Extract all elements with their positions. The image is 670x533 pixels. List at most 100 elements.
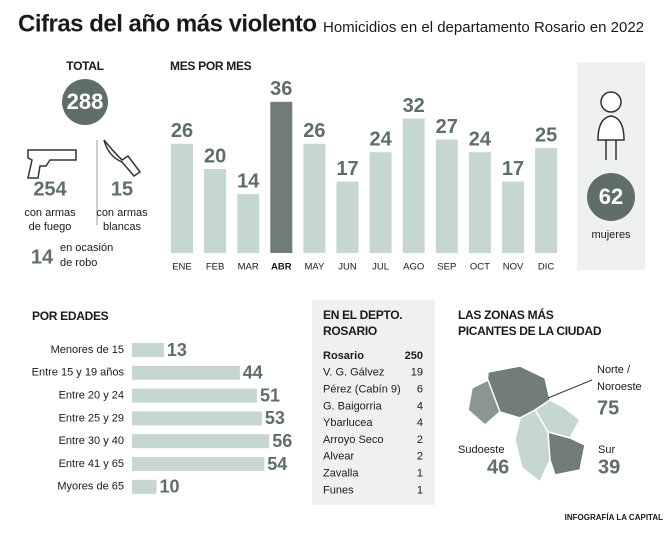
x-tick-label: OCT — [470, 262, 490, 273]
total-value: 288 — [67, 89, 104, 114]
x-tick-label: DIC — [538, 262, 555, 273]
x-tick-label: AGO — [403, 262, 424, 273]
zone-name: Sur — [598, 444, 615, 456]
zones-title: LAS ZONAS MÁS — [458, 307, 554, 322]
value-label: 32 — [403, 95, 425, 117]
table-cell: 2 — [417, 434, 423, 446]
zone-value: 75 — [597, 397, 619, 419]
robbery-value: 14 — [31, 246, 54, 268]
bar — [468, 152, 491, 253]
zone-name: Norte / — [597, 364, 631, 376]
value-label: 20 — [204, 145, 226, 167]
value-label: 36 — [270, 78, 292, 100]
table-cell: Pérez (Cabín 9) — [323, 384, 401, 396]
bar — [435, 139, 458, 253]
x-tick-label: JUN — [338, 262, 357, 273]
y-tick-label: Entre 41 y 65 — [59, 458, 124, 470]
zone-value: 46 — [487, 456, 509, 478]
woman-icon — [597, 91, 625, 160]
x-tick-label: ABR — [271, 262, 292, 273]
value-label: 27 — [436, 116, 458, 138]
table-cell: Funes — [323, 484, 354, 496]
y-tick-label: Entre 30 y 40 — [59, 435, 124, 447]
bar — [270, 101, 293, 253]
weapon-value: 254 — [33, 178, 67, 200]
subtitle: Homicidios en el departamento Rosario en… — [323, 19, 644, 36]
weapon-label: con armas — [24, 207, 76, 219]
bar — [336, 181, 359, 253]
value-label: 26 — [303, 120, 325, 142]
knife-icon — [103, 139, 142, 177]
x-tick-label: MAY — [304, 262, 325, 273]
table-cell: Rosario — [323, 350, 364, 362]
y-tick-label: Menores de 15 — [51, 344, 124, 356]
robbery-label: de robo — [60, 257, 97, 269]
bar — [204, 169, 227, 253]
bar — [132, 457, 265, 471]
x-tick-label: FEB — [206, 262, 224, 273]
weapon-label: con armas — [96, 207, 148, 219]
x-tick-label: SEP — [437, 262, 456, 273]
zones-title: PICANTES DE LA CIUDAD — [458, 324, 602, 338]
bar — [402, 118, 425, 253]
value-label: 25 — [535, 124, 557, 146]
y-tick-label: Entre 25 y 29 — [59, 412, 124, 424]
value-label: 17 — [336, 158, 358, 180]
bar — [303, 143, 326, 253]
bar — [535, 148, 558, 253]
value-label: 10 — [160, 477, 180, 497]
table-cell: 4 — [417, 400, 423, 412]
women-circle — [587, 173, 635, 221]
table-cell: 1 — [417, 484, 423, 496]
value-label: 26 — [171, 120, 193, 142]
gun-icon — [27, 149, 77, 179]
bar — [132, 479, 157, 494]
weapon-label: blancas — [103, 221, 141, 233]
chart-title: POR EDADES — [32, 309, 109, 323]
bar — [132, 343, 164, 357]
table-cell: 2 — [417, 451, 423, 463]
bar — [132, 388, 257, 403]
chart-title: MES POR MES — [170, 59, 252, 73]
women-value: 62 — [599, 184, 623, 209]
table-cell: Ybarlucea — [323, 417, 373, 429]
zone-name: Noroeste — [597, 381, 642, 393]
y-tick-label: Entre 20 y 24 — [59, 390, 124, 402]
table-cell: Arroyo Seco — [323, 434, 384, 446]
table-cell: 19 — [411, 367, 423, 379]
x-tick-label: NOV — [503, 262, 524, 273]
bar — [171, 143, 193, 253]
leader — [547, 379, 593, 399]
total-label: TOTAL — [66, 59, 103, 73]
map — [467, 365, 586, 484]
bar — [369, 152, 392, 253]
title: Cifras del año más violento — [18, 10, 317, 37]
table-cell: 6 — [417, 384, 423, 396]
credit: INFOGRAFÍA LA CAPITAL — [565, 513, 663, 522]
table-cell: Alvear — [323, 451, 355, 463]
weapon-label: de fuego — [29, 221, 72, 233]
robbery-label: en ocasión — [60, 242, 113, 254]
bar — [237, 194, 260, 253]
total-circle — [62, 79, 108, 125]
value-label: 13 — [167, 340, 187, 360]
table-cell: 1 — [417, 468, 423, 480]
value-label: 54 — [267, 454, 287, 474]
y-tick-label: Entre 15 y 19 años — [32, 367, 125, 379]
value-label: 53 — [265, 408, 285, 428]
weapon-value: 15 — [111, 178, 133, 200]
table-cell: G. Baigorria — [323, 400, 383, 412]
value-label: 14 — [237, 170, 260, 192]
x-tick-label: JUL — [372, 262, 389, 273]
value-label: 24 — [369, 128, 392, 150]
table-cell: Zavalla — [323, 468, 359, 480]
table-cell: 250 — [405, 350, 423, 362]
table-cell: 4 — [417, 417, 423, 429]
x-tick-label: MAR — [238, 262, 259, 273]
table-title: ROSARIO — [323, 324, 377, 338]
table-cell: V. G. Gálvez — [323, 367, 384, 379]
x-tick-label: ENE — [172, 262, 192, 273]
bar — [132, 365, 240, 380]
table-panel — [312, 300, 435, 505]
